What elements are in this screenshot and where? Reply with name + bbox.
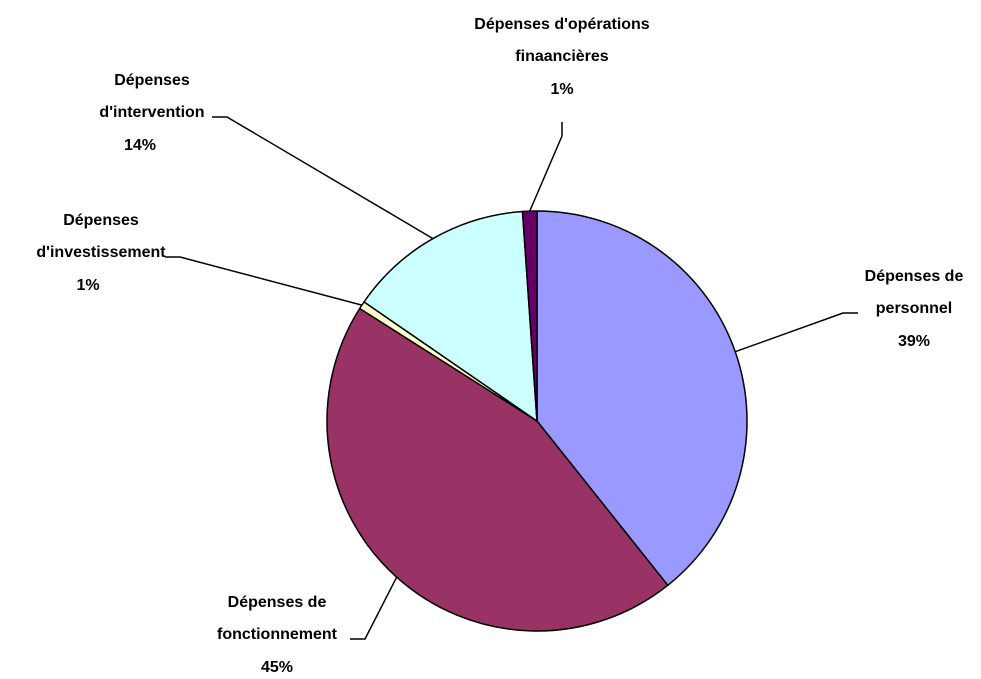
leader-line-3 <box>212 116 434 240</box>
leader-line-2 <box>165 256 363 306</box>
slice-percent-3: 14% <box>124 137 156 154</box>
slice-percent-0: 39% <box>898 333 930 350</box>
pie-slices <box>326 210 748 632</box>
slice-label-1-line-1: fonctionnement <box>217 626 338 643</box>
slice-labels: Dépenses de personnel 39% Dépenses de foncti… <box>36 16 963 676</box>
slice-label-2-line-0: Dépenses <box>63 212 139 229</box>
pie-slice-0 <box>536 210 748 587</box>
slice-label-4-line-0: Dépenses d'opérations <box>474 16 650 33</box>
slice-label-4-line-1: finaancières <box>515 48 608 65</box>
leader-line-0 <box>734 312 858 353</box>
slice-label-0-line-1: personnel <box>876 300 952 317</box>
leader-lines <box>165 116 858 640</box>
slice-label-0-line-0: Dépenses de <box>865 268 964 285</box>
leader-line-4 <box>529 122 563 212</box>
slice-percent-2: 1% <box>76 277 99 294</box>
slice-percent-4: 1% <box>550 81 573 98</box>
slice-label-1-line-0: Dépenses de <box>228 594 327 611</box>
leader-line-1 <box>350 576 398 640</box>
pie-slice-1 <box>326 307 669 632</box>
slice-label-3-line-0: Dépenses <box>114 72 190 89</box>
slice-label-3-line-1: d'intervention <box>99 104 204 121</box>
slice-percent-1: 45% <box>261 659 293 676</box>
slice-label-2-line-1: d'investissement <box>36 244 166 261</box>
